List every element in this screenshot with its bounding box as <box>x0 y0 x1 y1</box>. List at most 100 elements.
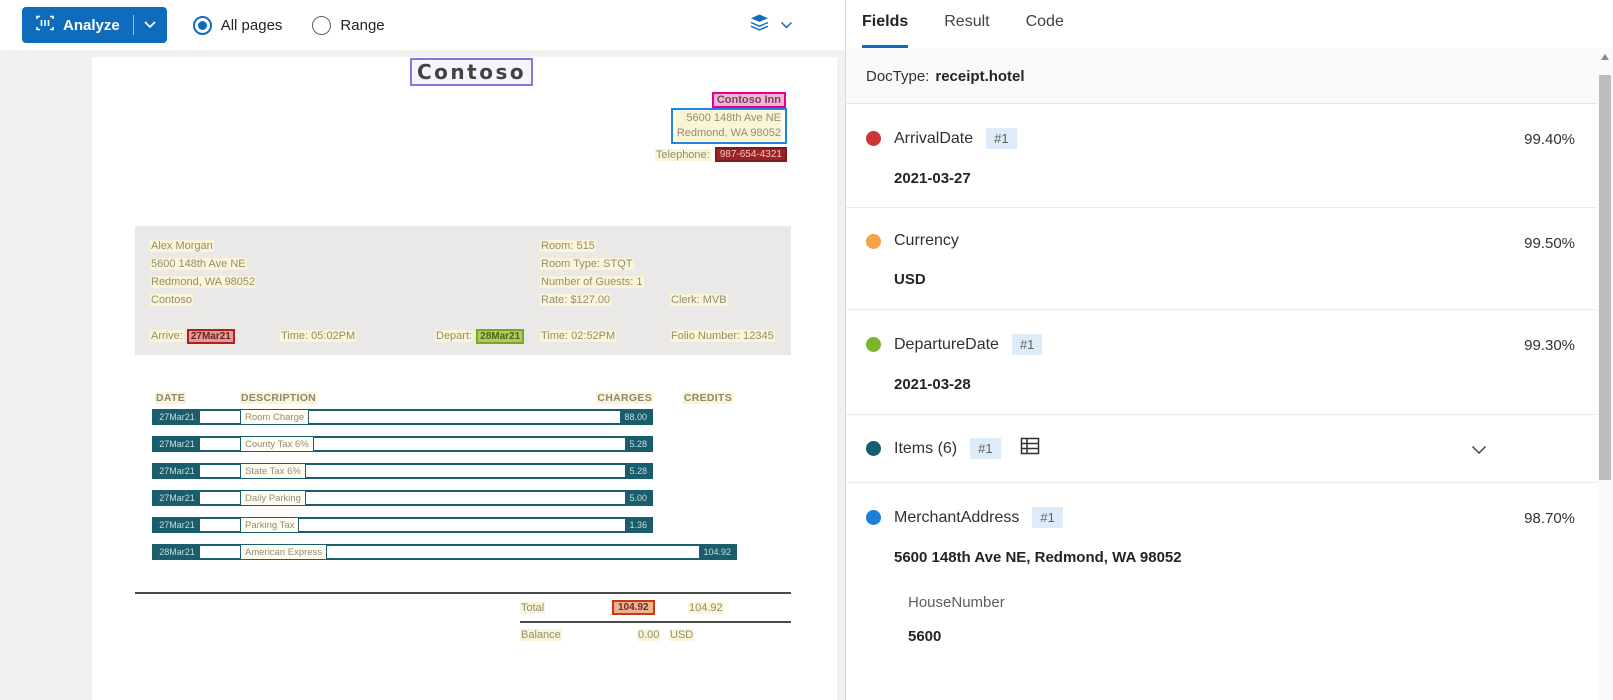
telephone-highlight[interactable]: 987-654-4321 <box>714 147 787 162</box>
field-name: Items (6) <box>894 439 958 457</box>
folio-number: Folio Number: 12345 <box>670 330 775 342</box>
field-color-dot <box>866 510 881 525</box>
field-occurrence-badge: #1 <box>970 438 1001 459</box>
analyze-button-label: Analyze <box>63 16 120 34</box>
row-description-box: State Tax 6% <box>240 463 306 479</box>
balance-label: Balance <box>520 629 562 641</box>
merchant-logo-highlight[interactable]: Contoso <box>410 58 534 86</box>
merchant-address-line1: 5600 148th Ave NE <box>675 111 782 126</box>
doctype-row: DocType: receipt.hotel <box>846 48 1597 104</box>
arrive-label: Arrive: <box>150 330 184 342</box>
field-confidence: 99.30% <box>1524 337 1575 354</box>
analyze-split-divider <box>132 15 134 35</box>
depart-time: Time: 02:52PM <box>540 330 617 342</box>
field-row-arrivaldate[interactable]: ArrivalDate #1 99.40% 2021-03-27 <box>846 104 1597 208</box>
fields-panel: Fields Result Code DocType: receipt.hotel… <box>845 0 1613 700</box>
analyze-button[interactable]: Analyze <box>22 7 167 43</box>
field-name: Currency <box>894 232 959 249</box>
row-amount-chip: 5.00 <box>625 492 651 504</box>
items-table-icon <box>1020 437 1040 460</box>
tab-result[interactable]: Result <box>944 13 990 30</box>
field-value: 5600 148th Ave NE, Redmond, WA 98052 <box>894 549 1182 566</box>
analyze-dropdown-chevron-icon[interactable] <box>143 16 157 34</box>
charge-row[interactable]: 27Mar21 Parking Tax 1.36 <box>152 517 653 533</box>
total-underline <box>520 621 791 623</box>
field-confidence: 99.40% <box>1524 131 1575 148</box>
room-number: Room: 515 <box>540 240 596 252</box>
panel-tabs: Fields Result Code <box>846 0 1613 48</box>
clerk: Clerk: MVB <box>670 294 728 306</box>
radio-all-pages[interactable]: All pages <box>192 15 282 35</box>
field-color-dot <box>866 337 881 352</box>
telephone-label: Telephone: <box>654 148 711 161</box>
room-type: Room Type: STQT <box>540 258 634 270</box>
items-expand-chevron-icon[interactable] <box>1471 442 1487 460</box>
row-description-box: County Tax 6% <box>240 436 314 452</box>
subfield-housenumber-label: HouseNumber <box>908 594 1005 611</box>
field-name: DepartureDate <box>894 335 999 353</box>
balance-value: 0.00 <box>637 629 661 641</box>
guest-info-block: Alex Morgan 5600 148th Ave NE Redmond, W… <box>135 226 791 355</box>
merchant-name-highlight[interactable]: Contoso Inn <box>711 92 786 108</box>
field-occurrence-badge: #1 <box>1032 507 1063 528</box>
tab-fields[interactable]: Fields <box>862 13 909 48</box>
radio-unselected-icon <box>312 15 332 35</box>
header-date: DATE <box>155 392 187 404</box>
row-amount-chip: 88.00 <box>620 411 651 423</box>
tab-code[interactable]: Code <box>1025 13 1064 30</box>
field-name: MerchantAddress <box>894 508 1020 526</box>
charge-row[interactable]: 27Mar21 County Tax 6% 5.28 <box>152 436 653 452</box>
field-row-departuredate[interactable]: DepartureDate #1 99.30% 2021-03-28 <box>846 310 1597 415</box>
arrive-date-highlight[interactable]: 27Mar21 <box>186 329 235 344</box>
scroll-up-arrow-icon[interactable] <box>1597 48 1613 65</box>
field-color-dot <box>866 233 881 249</box>
arrive-line: Arrive: 27Mar21 <box>150 329 235 344</box>
depart-date-highlight[interactable]: 28Mar21 <box>476 329 525 344</box>
layers-icon <box>749 13 770 37</box>
layers-control[interactable] <box>749 13 793 37</box>
field-color-dot <box>866 131 881 146</box>
row-description-box: American Express <box>240 544 328 560</box>
row-amount-chip: 5.28 <box>625 438 651 450</box>
field-row-currency[interactable]: Currency 99.50% USD <box>846 208 1597 310</box>
charge-row[interactable]: 27Mar21 Room Charge 88.00 <box>152 409 653 425</box>
field-color-dot <box>866 441 881 456</box>
scroll-thumb[interactable] <box>1599 75 1611 480</box>
doctype-value: receipt.hotel <box>935 68 1025 85</box>
field-value: USD <box>894 271 926 288</box>
balance-currency: USD <box>669 629 695 641</box>
row-description-box: Room Charge <box>240 409 310 425</box>
row-amount-chip: 1.36 <box>625 519 651 531</box>
radio-range[interactable]: Range <box>312 15 385 35</box>
header-credits: CREDITS <box>682 392 733 404</box>
row-date-chip: 27Mar21 <box>154 438 200 450</box>
field-value: 2021-03-27 <box>894 170 971 187</box>
fields-list: DocType: receipt.hotel ArrivalDate #1 99.… <box>846 48 1597 700</box>
analyze-scan-icon <box>36 15 54 36</box>
totals-separator <box>135 592 791 594</box>
total-highlight-chip[interactable]: 104.92 <box>612 600 655 615</box>
field-row-merchantaddress[interactable]: MerchantAddress #1 98.70% 5600 148th Ave… <box>846 483 1597 700</box>
layers-dropdown-chevron-icon <box>780 16 793 34</box>
depart-line: Depart: 28Mar21 <box>435 329 525 344</box>
telephone-line: Telephone: 987-654-4321 <box>654 147 787 162</box>
field-value: 2021-03-28 <box>894 376 971 393</box>
field-row-items[interactable]: Items (6) #1 <box>846 415 1597 483</box>
charge-row[interactable]: 27Mar21 Daily Parking 5.00 <box>152 490 653 506</box>
guest-company: Contoso <box>150 294 193 306</box>
row-date-chip: 27Mar21 <box>154 519 200 531</box>
guest-name: Alex Morgan <box>150 240 214 252</box>
depart-label: Depart: <box>435 330 474 342</box>
row-date-chip: 28Mar21 <box>154 546 200 558</box>
merchant-address-box[interactable]: 5600 148th Ave NE Redmond, WA 98052 <box>670 108 787 144</box>
charge-row[interactable]: 28Mar21 American Express 104.92 <box>152 544 737 560</box>
row-amount-chip: 5.28 <box>625 465 651 477</box>
radio-selected-icon <box>192 15 212 35</box>
field-confidence: 98.70% <box>1524 510 1575 527</box>
row-date-chip: 27Mar21 <box>154 411 200 423</box>
charge-row[interactable]: 27Mar21 State Tax 6% 5.28 <box>152 463 653 479</box>
panel-scrollbar[interactable] <box>1597 48 1613 700</box>
pages-radio-group: All pages Range <box>192 15 385 35</box>
row-description-box: Parking Tax <box>240 517 300 533</box>
